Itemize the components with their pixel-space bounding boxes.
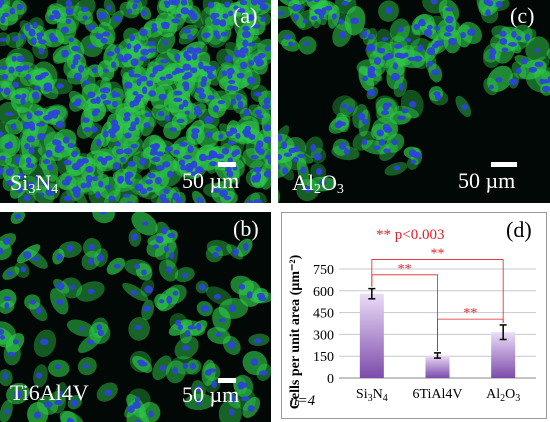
micrograph-image-a: [0, 0, 271, 203]
significance-bracket: **: [437, 306, 504, 351]
micrograph-image-b: [0, 212, 271, 422]
micrograph-panel-b: (b) Ti6Al4V 50 µm: [0, 212, 271, 422]
significance-bracket: **: [371, 247, 504, 323]
scale-bar-b: [218, 378, 236, 383]
micrograph-panel-a: (a) Si3N4 50 µm: [0, 0, 271, 203]
panel-label-b: (b): [233, 216, 259, 241]
error-bar: [434, 352, 441, 359]
svg-text:**: **: [431, 247, 445, 262]
y-tick-label: 150: [313, 350, 334, 365]
chart-panel-d: (d) ** p<0.003 Cells per unit area (µm⁻²…: [281, 212, 547, 419]
material-label-si3n4: Si3N4: [10, 170, 59, 197]
scale-label-c: 50 µm: [458, 168, 516, 193]
panel-label-c: (c): [510, 3, 535, 28]
y-tick-label: 0: [327, 372, 334, 387]
micrograph-image-c: [278, 0, 550, 203]
sample-size-label: n=4: [290, 393, 316, 409]
scale-bar-a: [218, 162, 236, 167]
y-tick-label: 300: [313, 328, 334, 343]
panel-label-d: (d): [506, 217, 532, 242]
scale-label-b: 50 µm: [182, 382, 240, 407]
error-bar: [499, 324, 507, 341]
y-tick-label: 600: [313, 285, 334, 300]
cell-density-chart: (d) ** p<0.003 Cells per unit area (µm⁻²…: [288, 217, 536, 409]
panel-label-a: (a): [233, 3, 258, 28]
micrograph-panel-c: (c) Al2O3 50 µm: [278, 0, 550, 203]
significance-annotation: ** p<0.003: [376, 227, 444, 243]
svg-text:**: **: [398, 262, 412, 277]
x-tick-label: Al2O3: [486, 387, 520, 404]
y-axis-label: Cells per unit area (µm⁻²): [288, 254, 303, 409]
y-tick-label: 450: [313, 307, 334, 322]
error-bar: [368, 287, 376, 300]
x-tick-label: Si3N4: [356, 387, 388, 404]
scale-label-a: 50 µm: [182, 168, 240, 193]
material-label-ti6al4v: Ti6Al4V: [10, 380, 89, 405]
scale-bar-c: [491, 162, 517, 167]
bar-6tial4v: [425, 355, 450, 378]
bar-si3n4: [359, 293, 384, 378]
svg-text:**: **: [463, 306, 477, 321]
material-label-al2o3: Al2O3: [292, 170, 344, 197]
x-tick-label: 6TiAl4V: [412, 387, 462, 402]
y-tick-label: 750: [313, 263, 334, 278]
